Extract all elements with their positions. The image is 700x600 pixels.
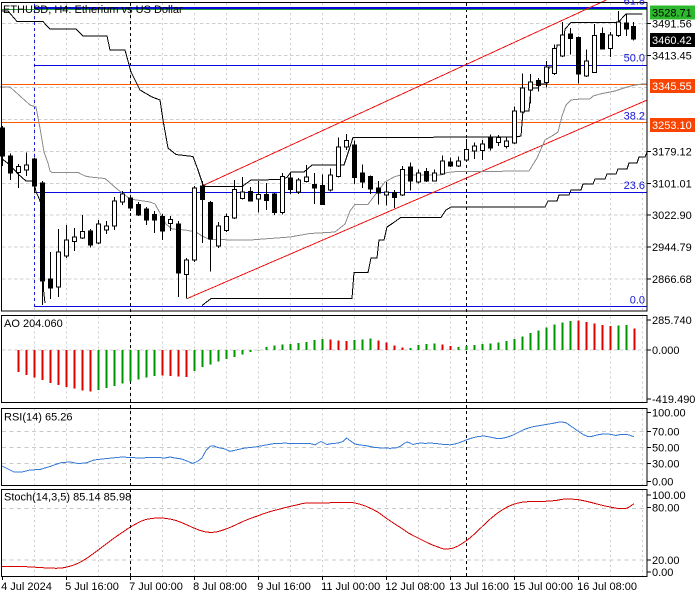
svg-text:50.0: 50.0 [624,53,645,65]
svg-text:7 Jul 00:00: 7 Jul 00:00 [129,581,183,593]
svg-text:38.2: 38.2 [624,111,645,123]
svg-text:13 Jul 16:00: 13 Jul 16:00 [449,581,509,593]
svg-text:2866.68: 2866.68 [652,274,692,286]
svg-text:3413.45: 3413.45 [652,51,692,63]
svg-text:3179.12: 3179.12 [652,146,692,158]
svg-text:285.740: 285.740 [652,315,692,327]
svg-text:0.00: 0.00 [652,476,673,488]
svg-text:16 Jul 08:00: 16 Jul 08:00 [577,581,637,593]
svg-text:12 Jul 08:00: 12 Jul 08:00 [385,581,445,593]
svg-text:3101.01: 3101.01 [652,178,692,190]
svg-text:ETHUSD, H4: Etherium vs US Do: ETHUSD, H4: Etherium vs US Dollar [3,4,183,16]
svg-text:0.000: 0.000 [652,345,680,357]
svg-text:23.6: 23.6 [624,180,645,192]
svg-text:3022.90: 3022.90 [652,210,692,222]
svg-text:50.00: 50.00 [652,442,680,454]
svg-text:3345.55: 3345.55 [652,81,692,93]
svg-text:0.0: 0.0 [630,295,645,307]
svg-text:3253.10: 3253.10 [652,120,692,132]
svg-text:RSI(14) 65.26: RSI(14) 65.26 [4,412,72,424]
svg-text:100.00: 100.00 [652,490,686,502]
svg-text:61.8: 61.8 [624,0,645,8]
svg-text:70.00: 70.00 [652,426,680,438]
svg-text:30.00: 30.00 [652,458,680,470]
svg-text:4 Jul 2024: 4 Jul 2024 [1,581,52,593]
svg-text:100.00: 100.00 [652,408,686,420]
svg-text:Stoch(14,3,5) 85.14 85.98: Stoch(14,3,5) 85.14 85.98 [4,492,131,504]
svg-text:AO 204.060: AO 204.060 [4,318,63,330]
svg-text:-419.490: -419.490 [652,394,695,406]
svg-text:80.00: 80.00 [652,503,680,515]
svg-text:0.00: 0.00 [652,567,673,579]
svg-text:8 Jul 08:00: 8 Jul 08:00 [193,581,247,593]
svg-text:2944.79: 2944.79 [652,242,692,254]
svg-text:9 Jul 16:00: 9 Jul 16:00 [257,581,311,593]
svg-text:3528.71: 3528.71 [652,8,692,20]
svg-text:15 Jul 00:00: 15 Jul 00:00 [513,581,573,593]
svg-text:5 Jul 16:00: 5 Jul 16:00 [65,581,119,593]
svg-text:3460.42: 3460.42 [652,35,692,47]
svg-text:20.00: 20.00 [652,555,680,567]
svg-text:11 Jul 00:00: 11 Jul 00:00 [321,581,380,593]
svg-text:3491.56: 3491.56 [652,19,692,31]
